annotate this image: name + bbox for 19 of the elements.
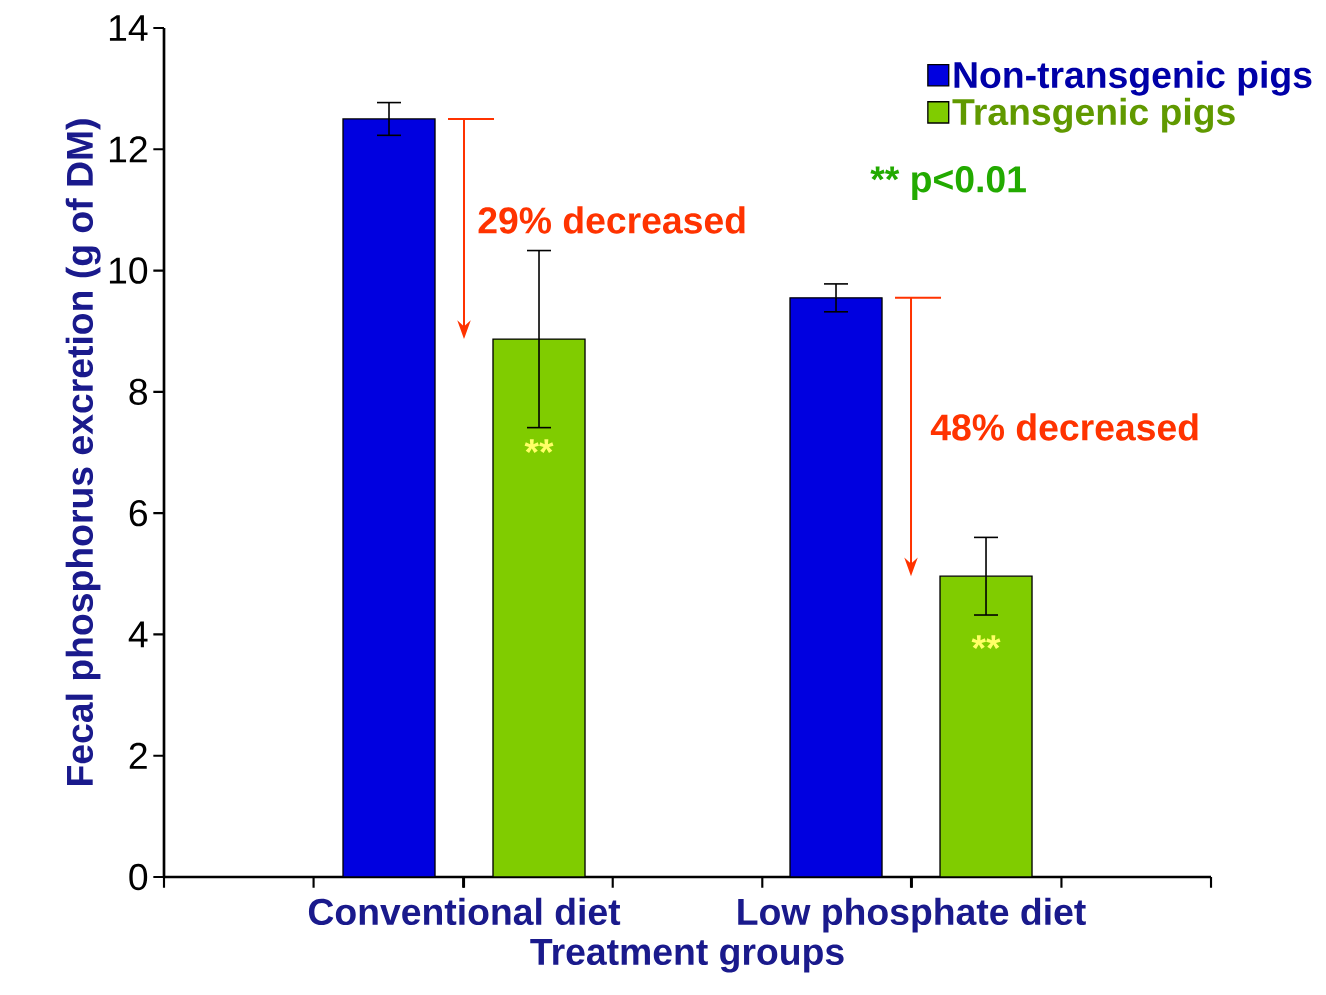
y-tick-label: 0 [129,863,148,891]
y-tick-label: 14 [109,15,148,41]
y-axis-title: Fecal phosphorus excretion (g of DM) [65,119,101,785]
x-axis-title: Treatment groups [530,939,844,973]
annotation: ** [524,439,554,454]
annotation: 48% decreased [930,413,1198,441]
y-tick-label: 6 [129,499,147,527]
x-tick-label: Low phosphate diet [738,897,1086,933]
y-tick-label: 8 [129,378,147,406]
y-tick-label: 10 [109,257,148,284]
x-tick-label: Conventional diet [308,897,621,926]
annotation: 29% decreased [478,206,745,234]
y-tick-label: 2 [129,742,147,769]
y-tick-label: 12 [109,136,147,163]
annotation: ** [971,635,1001,650]
y-tick-label: 4 [128,621,148,648]
legend-label: Non-transgenic pigs [954,60,1312,96]
legend-label: Transgenic pigs [952,97,1235,133]
annotation: ** p<0.01 [870,166,1026,200]
